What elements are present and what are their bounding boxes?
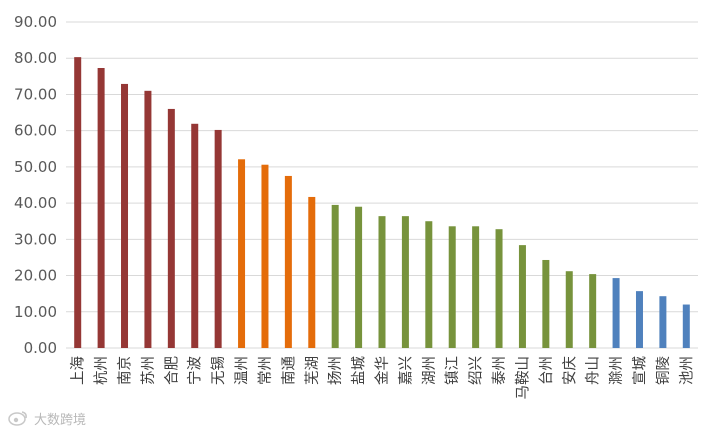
x-tick-label: 宁波 — [187, 356, 204, 385]
bar — [425, 221, 433, 348]
bar — [495, 229, 503, 348]
y-tick-label: 10.00 — [14, 303, 57, 321]
bar — [589, 274, 597, 348]
x-tick-label: 金华 — [374, 356, 391, 385]
bar — [378, 216, 386, 348]
bar — [191, 123, 199, 348]
bar — [121, 83, 129, 348]
bar — [355, 206, 363, 348]
bar — [238, 159, 246, 348]
x-tick-label: 苏州 — [140, 356, 157, 385]
bar — [659, 296, 667, 348]
x-tick-label: 温州 — [234, 356, 251, 385]
bar — [214, 129, 222, 348]
x-tick-label: 舟山 — [585, 356, 602, 385]
bar — [74, 57, 82, 348]
y-tick-label: 40.00 — [14, 194, 57, 212]
x-tick-label: 铜陵 — [655, 356, 672, 385]
x-axis-ticks: 上海 杭州 南京 苏州 合肥 宁波 无锡 温州 常州 南通 芜湖 扬州 盐城 金华 嘉兴 湖州 镇江 绍兴 泰州 马鞍… — [70, 356, 696, 400]
x-tick-label: 台州 — [538, 356, 555, 385]
x-tick-label: 嘉兴 — [397, 356, 414, 385]
x-tick-label: 滁州 — [608, 356, 625, 385]
x-tick-label: 宣城 — [631, 356, 648, 385]
y-tick-label: 70.00 — [14, 85, 57, 103]
x-tick-label: 芜湖 — [304, 356, 321, 385]
x-tick-label: 上海 — [70, 356, 87, 385]
x-tick-label: 无锡 — [210, 356, 227, 385]
x-tick-label: 绍兴 — [468, 356, 485, 385]
x-tick-label: 镇江 — [444, 356, 461, 385]
y-tick-label: 20.00 — [14, 267, 57, 285]
x-tick-label: 湖州 — [421, 356, 438, 385]
bar — [448, 226, 456, 348]
y-tick-label: 50.00 — [14, 158, 57, 176]
bar — [144, 90, 152, 349]
bar — [97, 68, 105, 348]
x-tick-label: 池州 — [678, 356, 695, 385]
x-tick-label: 扬州 — [327, 356, 344, 385]
bar — [518, 245, 526, 348]
y-tick-label: 90.00 — [14, 13, 57, 31]
watermark-text: 大数跨境 — [34, 413, 86, 428]
watermark: 大数跨境 — [8, 411, 86, 428]
bar — [472, 226, 480, 348]
bar — [612, 278, 620, 348]
y-axis-ticks: 0.00 10.00 20.00 30.00 40.00 50.00 60.00 70.00 8… — [14, 13, 57, 357]
bar — [542, 259, 550, 348]
bars — [74, 57, 690, 349]
bar — [331, 204, 339, 348]
bar — [635, 291, 643, 348]
x-tick-label: 安庆 — [561, 356, 578, 385]
x-tick-label: 合肥 — [163, 356, 180, 385]
x-tick-label: 马鞍山 — [514, 356, 531, 400]
bar — [167, 108, 175, 348]
x-tick-label: 南通 — [280, 356, 297, 385]
bar — [682, 304, 690, 348]
x-tick-label: 南京 — [117, 356, 134, 385]
y-tick-label: 80.00 — [14, 49, 57, 67]
bar — [401, 216, 409, 348]
bar — [565, 271, 573, 348]
bar — [284, 175, 292, 348]
y-tick-label: 60.00 — [14, 122, 57, 140]
y-tick-label: 30.00 — [14, 230, 57, 248]
y-tick-label: 0.00 — [24, 339, 57, 357]
x-tick-label: 杭州 — [93, 356, 110, 385]
x-tick-label: 泰州 — [491, 356, 508, 385]
bar — [308, 196, 316, 348]
bar — [261, 164, 269, 348]
x-tick-label: 盐城 — [351, 356, 368, 385]
weibo-icon — [8, 411, 27, 426]
x-tick-label: 常州 — [257, 356, 274, 385]
